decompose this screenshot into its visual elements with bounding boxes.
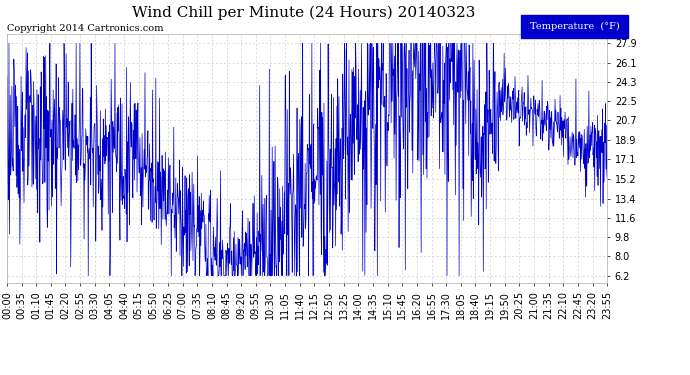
Text: Wind Chill per Minute (24 Hours) 20140323: Wind Chill per Minute (24 Hours) 2014032…	[132, 6, 475, 20]
Text: Temperature  (°F): Temperature (°F)	[529, 22, 620, 31]
Text: Copyright 2014 Cartronics.com: Copyright 2014 Cartronics.com	[7, 24, 164, 33]
